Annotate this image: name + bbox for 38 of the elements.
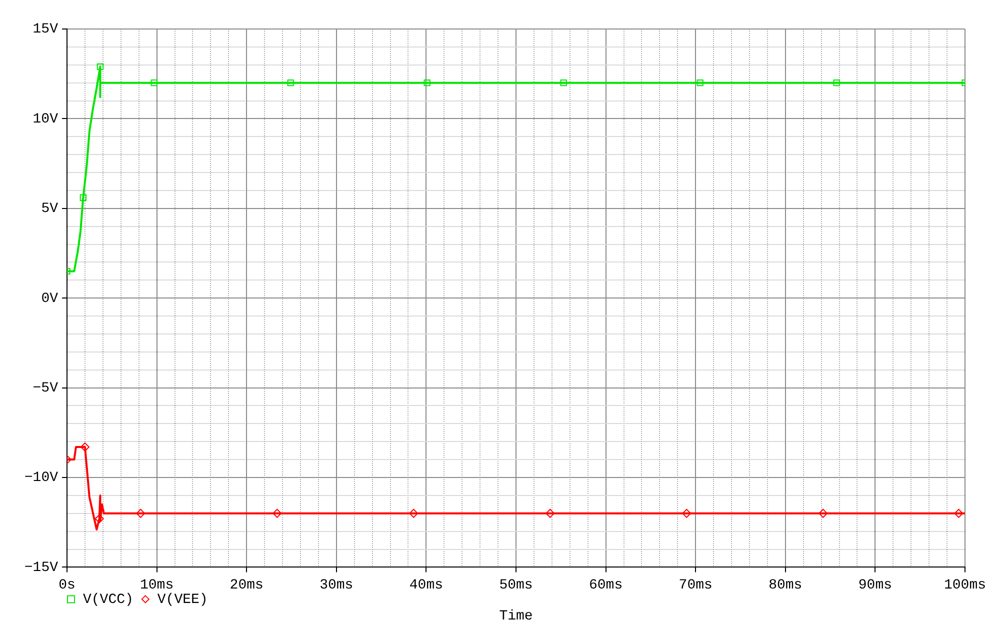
x-tick-label: 40ms (409, 577, 444, 594)
legend-label: V(VCC) (83, 592, 134, 608)
legend-label: V(VEE) (157, 592, 208, 608)
x-tick-label: 90ms (858, 577, 892, 594)
y-tick-label: 0V (41, 290, 59, 307)
point (96, 63, 104, 70)
point (287, 79, 294, 86)
x-tick-label: 50ms (499, 577, 533, 594)
x-axis-title: Time (499, 608, 533, 623)
point (818, 508, 828, 518)
x-tick-label: 10ms (140, 577, 174, 594)
y-tick-label: −10V (24, 470, 59, 486)
y-tick-label: 10V (32, 111, 59, 128)
point (546, 508, 555, 518)
x-tick-label: 70ms (678, 577, 712, 594)
point (94, 514, 104, 524)
y-tick-label: 15V (32, 22, 59, 38)
x-tick-label: 0s (58, 577, 76, 594)
point (833, 79, 840, 86)
point (560, 79, 567, 86)
x-tick-label: 20ms (230, 577, 264, 594)
y-tick-label: −5V (32, 380, 59, 397)
y-tick-label: −15V (24, 560, 59, 576)
x-tick-label: 100ms (944, 577, 986, 594)
point (150, 79, 158, 86)
point (696, 79, 704, 86)
point (409, 508, 418, 518)
x-tick-label: 60ms (588, 577, 623, 594)
point (80, 194, 86, 201)
x-tick-label: 30ms (320, 577, 354, 594)
point (136, 508, 146, 518)
point (424, 79, 430, 86)
x-tick-label: 80ms (768, 577, 802, 594)
point (682, 508, 692, 518)
point (80, 442, 90, 452)
y-tick-label: 5V (41, 201, 59, 218)
point (272, 508, 282, 518)
point (954, 508, 964, 518)
